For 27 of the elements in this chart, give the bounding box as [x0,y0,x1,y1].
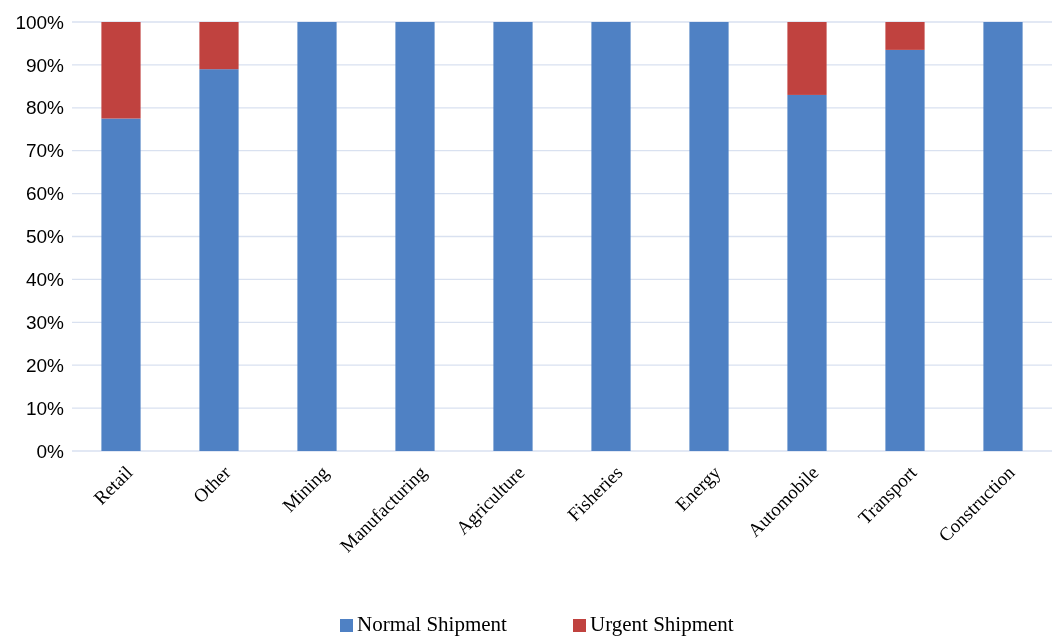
y-tick-label: 0% [36,440,65,462]
y-tick-label: 20% [25,354,65,376]
bar [101,118,141,451]
bar [787,94,827,451]
bar [199,69,239,451]
bar [885,49,925,451]
bar [885,22,925,50]
legend-label: Normal Shipment [357,612,508,636]
bar [297,22,337,451]
y-tick-label: 80% [25,97,65,119]
y-tick-label: 50% [25,226,65,248]
bar [689,22,729,451]
bar [787,22,827,95]
bar [591,22,631,451]
y-tick-label: 30% [25,311,65,333]
y-tick-label: 70% [25,140,65,162]
y-tick-label: 100% [15,11,65,33]
y-tick-label: 90% [25,54,65,76]
bar [101,22,141,119]
legend-label: Urgent Shipment [590,612,734,636]
bar [983,22,1023,451]
bar [199,22,239,70]
y-tick-label: 10% [25,397,65,419]
y-tick-label: 60% [25,183,65,205]
bar [493,22,533,451]
bar [395,22,435,451]
y-tick-label: 40% [25,269,65,291]
